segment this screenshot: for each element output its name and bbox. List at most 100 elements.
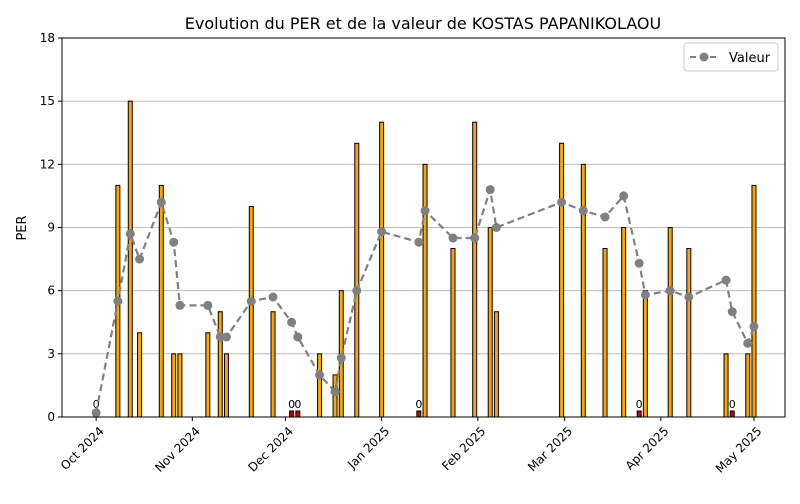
legend-marker-swatch xyxy=(699,52,709,62)
bar xyxy=(177,353,183,418)
x-tick-label: Nov 2024 xyxy=(152,424,203,475)
series-point xyxy=(287,317,297,327)
bar xyxy=(295,410,301,418)
x-tick-label: Apr 2025 xyxy=(623,424,672,473)
series-point xyxy=(377,227,387,237)
x-tick-label: Dec 2024 xyxy=(245,424,296,475)
bar xyxy=(354,142,360,418)
series-point xyxy=(640,290,650,300)
bar xyxy=(636,410,642,418)
series-point xyxy=(113,296,123,306)
series-point xyxy=(293,332,303,342)
series-point xyxy=(246,296,256,306)
bar xyxy=(580,163,586,418)
bar xyxy=(223,353,229,418)
series-point xyxy=(215,332,225,342)
y-tick-label: 9 xyxy=(47,221,55,235)
y-axis-label: PER xyxy=(15,215,30,240)
bar xyxy=(450,248,456,418)
bar xyxy=(158,184,164,418)
bar xyxy=(217,311,223,418)
series-point xyxy=(557,197,567,207)
bar xyxy=(487,227,493,418)
series-point xyxy=(684,292,694,302)
series-point xyxy=(203,300,213,310)
series-point xyxy=(414,237,424,247)
series-point xyxy=(169,237,179,247)
series-point xyxy=(665,286,675,296)
axes: 0 3 6 9 12 15 18 Oct 2024 Nov 2024 Dec 2024 Jan 20… xyxy=(40,31,786,476)
series-point xyxy=(221,332,231,342)
y-tick-label: 12 xyxy=(40,157,55,171)
series-point xyxy=(330,387,340,397)
bar-value-label: 0 xyxy=(729,398,736,411)
legend: Valeur xyxy=(683,42,779,72)
bar xyxy=(137,332,143,418)
series-point xyxy=(749,321,759,331)
series-point xyxy=(470,233,480,243)
series-point xyxy=(743,338,753,348)
bar xyxy=(379,121,385,418)
x-tick-label: Mar 2025 xyxy=(525,424,575,474)
series-point xyxy=(634,258,644,268)
y-tick-label: 0 xyxy=(47,410,55,424)
x-tick-label: Oct 2024 xyxy=(58,424,107,473)
legend-label-valeur: Valeur xyxy=(729,51,771,66)
y-tick-label: 6 xyxy=(47,284,55,298)
series-point xyxy=(619,191,629,201)
series-point xyxy=(578,206,588,216)
x-tick-label: Jan 2025 xyxy=(344,424,392,472)
y-tick-label: 18 xyxy=(40,31,55,45)
value-line xyxy=(91,185,759,418)
bar-value-label: 0 xyxy=(636,398,643,411)
bar xyxy=(416,410,422,418)
bar xyxy=(723,353,729,418)
bar xyxy=(621,227,627,418)
bar-value-label: 0 xyxy=(294,398,301,411)
bar xyxy=(317,353,323,418)
bars xyxy=(93,100,757,418)
bar xyxy=(289,410,295,418)
series-point xyxy=(491,223,501,232)
series-point xyxy=(315,370,325,380)
chart-title: Evolution du PER et de la valeur de KOST… xyxy=(185,14,661,33)
series-point xyxy=(91,408,101,418)
series-point xyxy=(175,300,185,310)
bar-value-label: 0 xyxy=(415,398,422,411)
series-point xyxy=(125,229,135,239)
bar xyxy=(493,311,499,418)
bar xyxy=(171,353,177,418)
bar xyxy=(642,290,648,418)
bar xyxy=(745,353,751,418)
bar-value-label: 0 xyxy=(288,398,295,411)
bar xyxy=(472,121,478,418)
bar xyxy=(602,248,608,418)
series-point xyxy=(600,212,610,222)
series-point xyxy=(352,286,362,296)
series-point xyxy=(485,185,495,195)
bar-value-label: 0 xyxy=(93,398,100,411)
bar xyxy=(205,332,211,418)
x-tick-label: May 2025 xyxy=(713,424,765,476)
legend-box xyxy=(683,42,779,72)
bar xyxy=(729,410,735,418)
bar xyxy=(751,184,757,418)
bar xyxy=(422,163,428,418)
series-point xyxy=(448,233,458,243)
series-point xyxy=(727,307,737,317)
series-point xyxy=(721,275,731,285)
x-tick-label: Feb 2025 xyxy=(439,424,488,473)
series-point xyxy=(268,292,278,302)
series-point xyxy=(336,353,346,363)
bar xyxy=(559,142,565,418)
series-point xyxy=(135,254,145,264)
series-point xyxy=(420,206,430,216)
y-tick-label: 3 xyxy=(47,347,55,361)
bar xyxy=(667,227,673,418)
series-point xyxy=(156,197,166,207)
bar xyxy=(248,205,254,418)
bar xyxy=(270,311,276,418)
